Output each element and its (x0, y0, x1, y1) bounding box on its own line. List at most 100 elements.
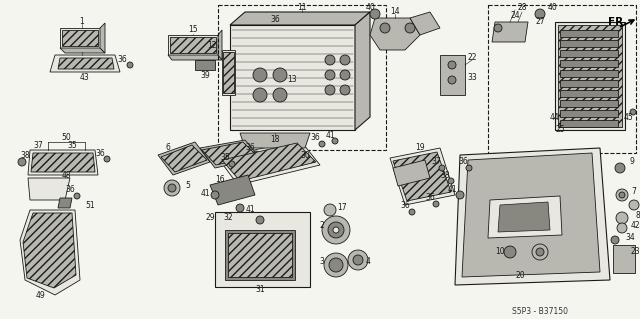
Circle shape (325, 55, 335, 65)
Circle shape (433, 201, 439, 207)
Polygon shape (555, 22, 625, 130)
Text: 9: 9 (630, 158, 634, 167)
Text: 50: 50 (61, 133, 71, 143)
Polygon shape (210, 175, 255, 205)
Text: 37: 37 (33, 140, 43, 150)
Polygon shape (393, 160, 430, 186)
Circle shape (448, 76, 456, 84)
Text: 22: 22 (467, 54, 477, 63)
Circle shape (253, 151, 259, 157)
Text: 10: 10 (495, 248, 505, 256)
Text: 4: 4 (365, 257, 371, 266)
Text: 29: 29 (205, 213, 215, 222)
Text: 43: 43 (80, 73, 90, 83)
Circle shape (322, 216, 350, 244)
Polygon shape (462, 153, 600, 277)
Polygon shape (50, 55, 120, 72)
Text: FR.: FR. (608, 17, 627, 27)
Circle shape (616, 189, 628, 201)
Text: 41: 41 (245, 205, 255, 214)
Circle shape (353, 255, 363, 265)
Circle shape (74, 193, 80, 199)
Circle shape (319, 141, 325, 147)
Bar (215, 212, 310, 287)
Text: 12: 12 (207, 41, 217, 49)
Circle shape (236, 204, 244, 212)
Circle shape (370, 9, 380, 19)
Circle shape (340, 85, 350, 95)
Polygon shape (240, 133, 310, 148)
Polygon shape (230, 25, 355, 130)
Text: 37: 37 (431, 158, 441, 167)
Text: 35: 35 (220, 153, 230, 162)
Circle shape (340, 70, 350, 80)
Circle shape (456, 191, 464, 199)
Polygon shape (558, 25, 622, 127)
Text: 36: 36 (245, 144, 255, 152)
Text: 23: 23 (630, 248, 640, 256)
Polygon shape (560, 120, 618, 127)
Polygon shape (393, 152, 451, 201)
Text: 32: 32 (223, 213, 233, 222)
Polygon shape (488, 196, 562, 238)
Text: 39: 39 (200, 70, 210, 79)
Circle shape (380, 23, 390, 33)
Polygon shape (218, 140, 320, 185)
Polygon shape (161, 145, 207, 172)
Text: 36: 36 (400, 201, 410, 210)
Text: 28: 28 (517, 4, 527, 12)
Circle shape (168, 184, 176, 192)
Circle shape (324, 204, 336, 216)
Text: 33: 33 (467, 73, 477, 83)
Polygon shape (100, 23, 105, 53)
Polygon shape (560, 30, 618, 37)
Bar (218, 5, 386, 150)
Polygon shape (355, 12, 370, 130)
Polygon shape (455, 148, 610, 285)
Polygon shape (202, 142, 257, 165)
Text: 36: 36 (310, 133, 320, 143)
Circle shape (104, 156, 110, 162)
Text: 24: 24 (510, 11, 520, 20)
Text: 7: 7 (632, 188, 636, 197)
Circle shape (325, 85, 335, 95)
Circle shape (333, 227, 339, 233)
Text: 27: 27 (535, 18, 545, 26)
Circle shape (617, 223, 627, 233)
Text: 45: 45 (623, 114, 633, 122)
Circle shape (619, 192, 625, 198)
Text: 11: 11 (297, 4, 307, 12)
Polygon shape (23, 213, 76, 288)
Text: 8: 8 (636, 211, 640, 219)
Circle shape (630, 109, 636, 115)
Polygon shape (560, 110, 618, 117)
Text: 36: 36 (458, 158, 468, 167)
Circle shape (535, 9, 545, 19)
Text: 13: 13 (287, 76, 297, 85)
Polygon shape (230, 12, 370, 25)
Circle shape (466, 165, 472, 171)
Text: 16: 16 (215, 175, 225, 184)
Text: 30: 30 (300, 151, 310, 160)
Circle shape (439, 165, 445, 171)
Circle shape (348, 250, 368, 270)
Text: 42: 42 (630, 220, 640, 229)
Text: 48: 48 (61, 170, 71, 180)
Circle shape (532, 244, 548, 260)
Polygon shape (28, 178, 70, 200)
Text: 36: 36 (270, 16, 280, 25)
Text: 38: 38 (20, 151, 30, 160)
Polygon shape (58, 58, 114, 69)
Text: 36: 36 (65, 186, 75, 195)
Text: 44: 44 (550, 114, 560, 122)
Circle shape (340, 55, 350, 65)
Polygon shape (60, 48, 105, 53)
Polygon shape (560, 90, 618, 97)
Polygon shape (222, 50, 235, 95)
Text: 25: 25 (555, 125, 565, 135)
Circle shape (405, 23, 415, 33)
Circle shape (127, 62, 133, 68)
Text: 3: 3 (319, 257, 324, 266)
Circle shape (256, 216, 264, 224)
Polygon shape (168, 35, 218, 55)
